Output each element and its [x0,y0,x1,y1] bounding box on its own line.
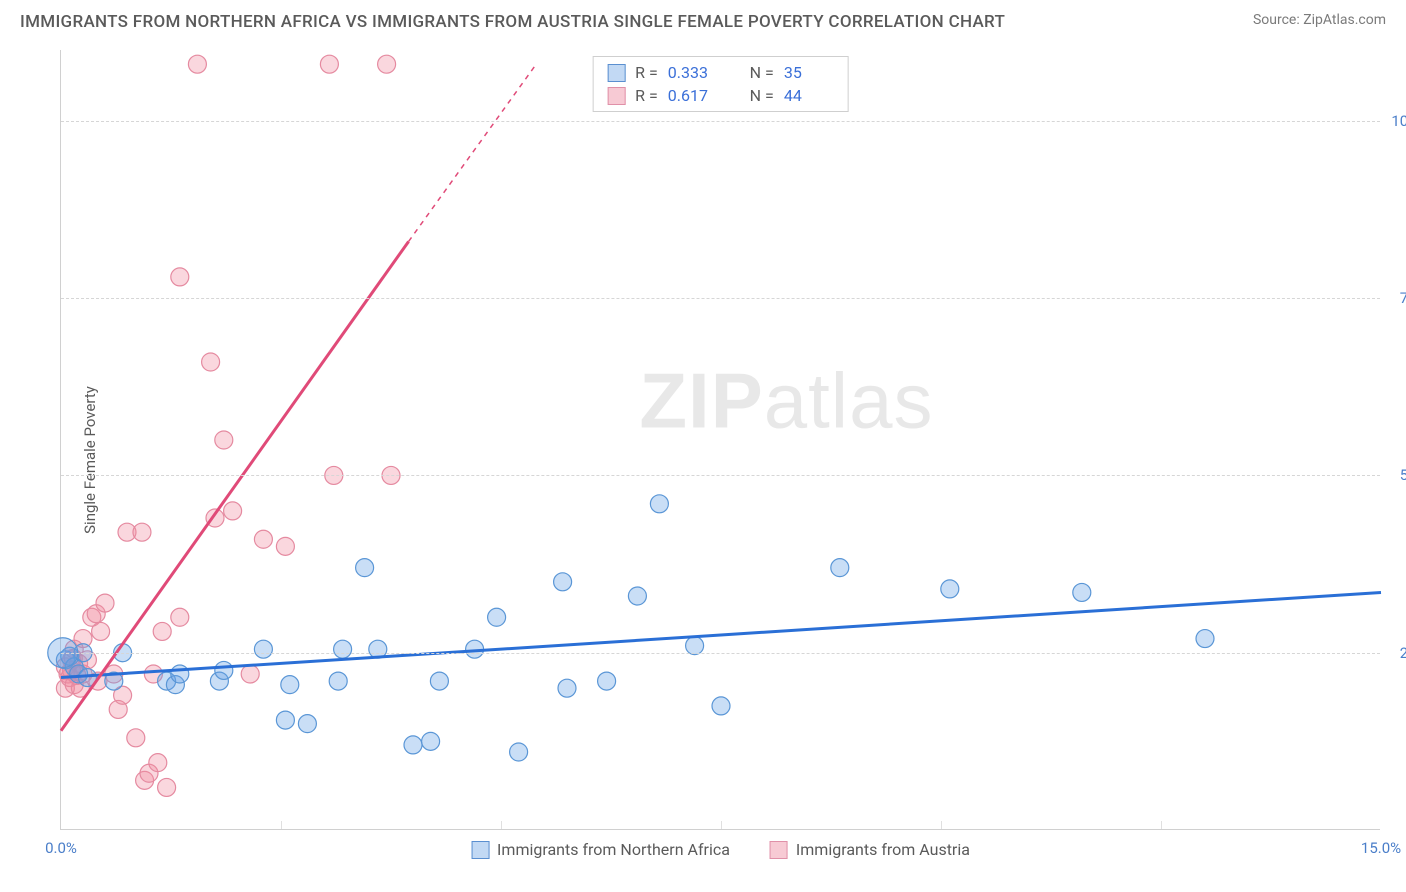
data-point [149,754,167,772]
data-point [488,608,506,626]
data-point [404,736,422,754]
gridline-h [61,653,1380,654]
data-point [254,530,272,548]
x-minor-tick [281,821,282,829]
data-point [215,661,233,679]
data-point [171,608,189,626]
x-minor-tick [941,821,942,829]
gridline-h [61,298,1380,299]
data-point [712,697,730,715]
y-tick-label: 75.0% [1385,289,1406,307]
data-point [171,268,189,286]
data-point [558,679,576,697]
data-point [276,537,294,555]
series-legend-item: Immigrants from Austria [770,840,970,859]
chart-container: Single Female Poverty ZIPatlas R = 0.333… [20,50,1386,870]
data-point [510,743,528,761]
data-point [158,778,176,796]
data-point [188,55,206,73]
y-tick-label: 25.0% [1385,644,1406,662]
x-minor-tick [1161,821,1162,829]
data-point [378,55,396,73]
legend-swatch [607,64,625,82]
data-point [215,431,233,449]
data-point [554,573,572,591]
data-point [276,711,294,729]
data-point [422,732,440,750]
legend-swatch [770,841,788,859]
data-point [153,622,171,640]
chart-title: IMMIGRANTS FROM NORTHERN AFRICA VS IMMIG… [20,12,1005,32]
data-point [133,523,151,541]
data-point [96,594,114,612]
data-point [127,729,145,747]
x-tick-label: 15.0% [1361,839,1401,857]
data-point [224,502,242,520]
y-tick-label: 100.0% [1385,112,1406,130]
x-minor-tick [501,821,502,829]
data-point [628,587,646,605]
data-point [202,353,220,371]
data-point [254,640,272,658]
legend-row: R = 0.617 N = 44 [593,84,848,107]
data-point [171,665,189,683]
gridline-h [61,121,1380,122]
x-minor-tick [721,821,722,829]
data-point [356,559,374,577]
data-point [1196,630,1214,648]
data-point [1073,583,1091,601]
legend-swatch [471,841,489,859]
series-legend-label: Immigrants from Northern Africa [497,840,730,859]
data-point [298,715,316,733]
data-point [430,672,448,690]
data-point [650,495,668,513]
y-tick-label: 50.0% [1385,466,1406,484]
data-point [320,55,338,73]
plot-area: ZIPatlas R = 0.333 N = 35R = 0.617 N = 4… [60,50,1380,830]
data-point [329,672,347,690]
data-point [92,622,110,640]
data-point [831,559,849,577]
scatter-svg [61,50,1380,829]
data-point [281,676,299,694]
data-point [334,640,352,658]
source-credit: Source: ZipAtlas.com [1253,12,1386,28]
data-point [941,580,959,598]
legend-row: R = 0.333 N = 35 [593,61,848,84]
series-legend-item: Immigrants from Northern Africa [471,840,730,859]
data-point [598,672,616,690]
x-tick-label: 0.0% [45,839,77,857]
series-legend: Immigrants from Northern Africa Immigrant… [471,840,970,859]
correlation-legend: R = 0.333 N = 35R = 0.617 N = 44 [592,56,849,112]
data-point [241,665,259,683]
series-legend-label: Immigrants from Austria [796,840,970,859]
gridline-h [61,475,1380,476]
legend-swatch [607,87,625,105]
